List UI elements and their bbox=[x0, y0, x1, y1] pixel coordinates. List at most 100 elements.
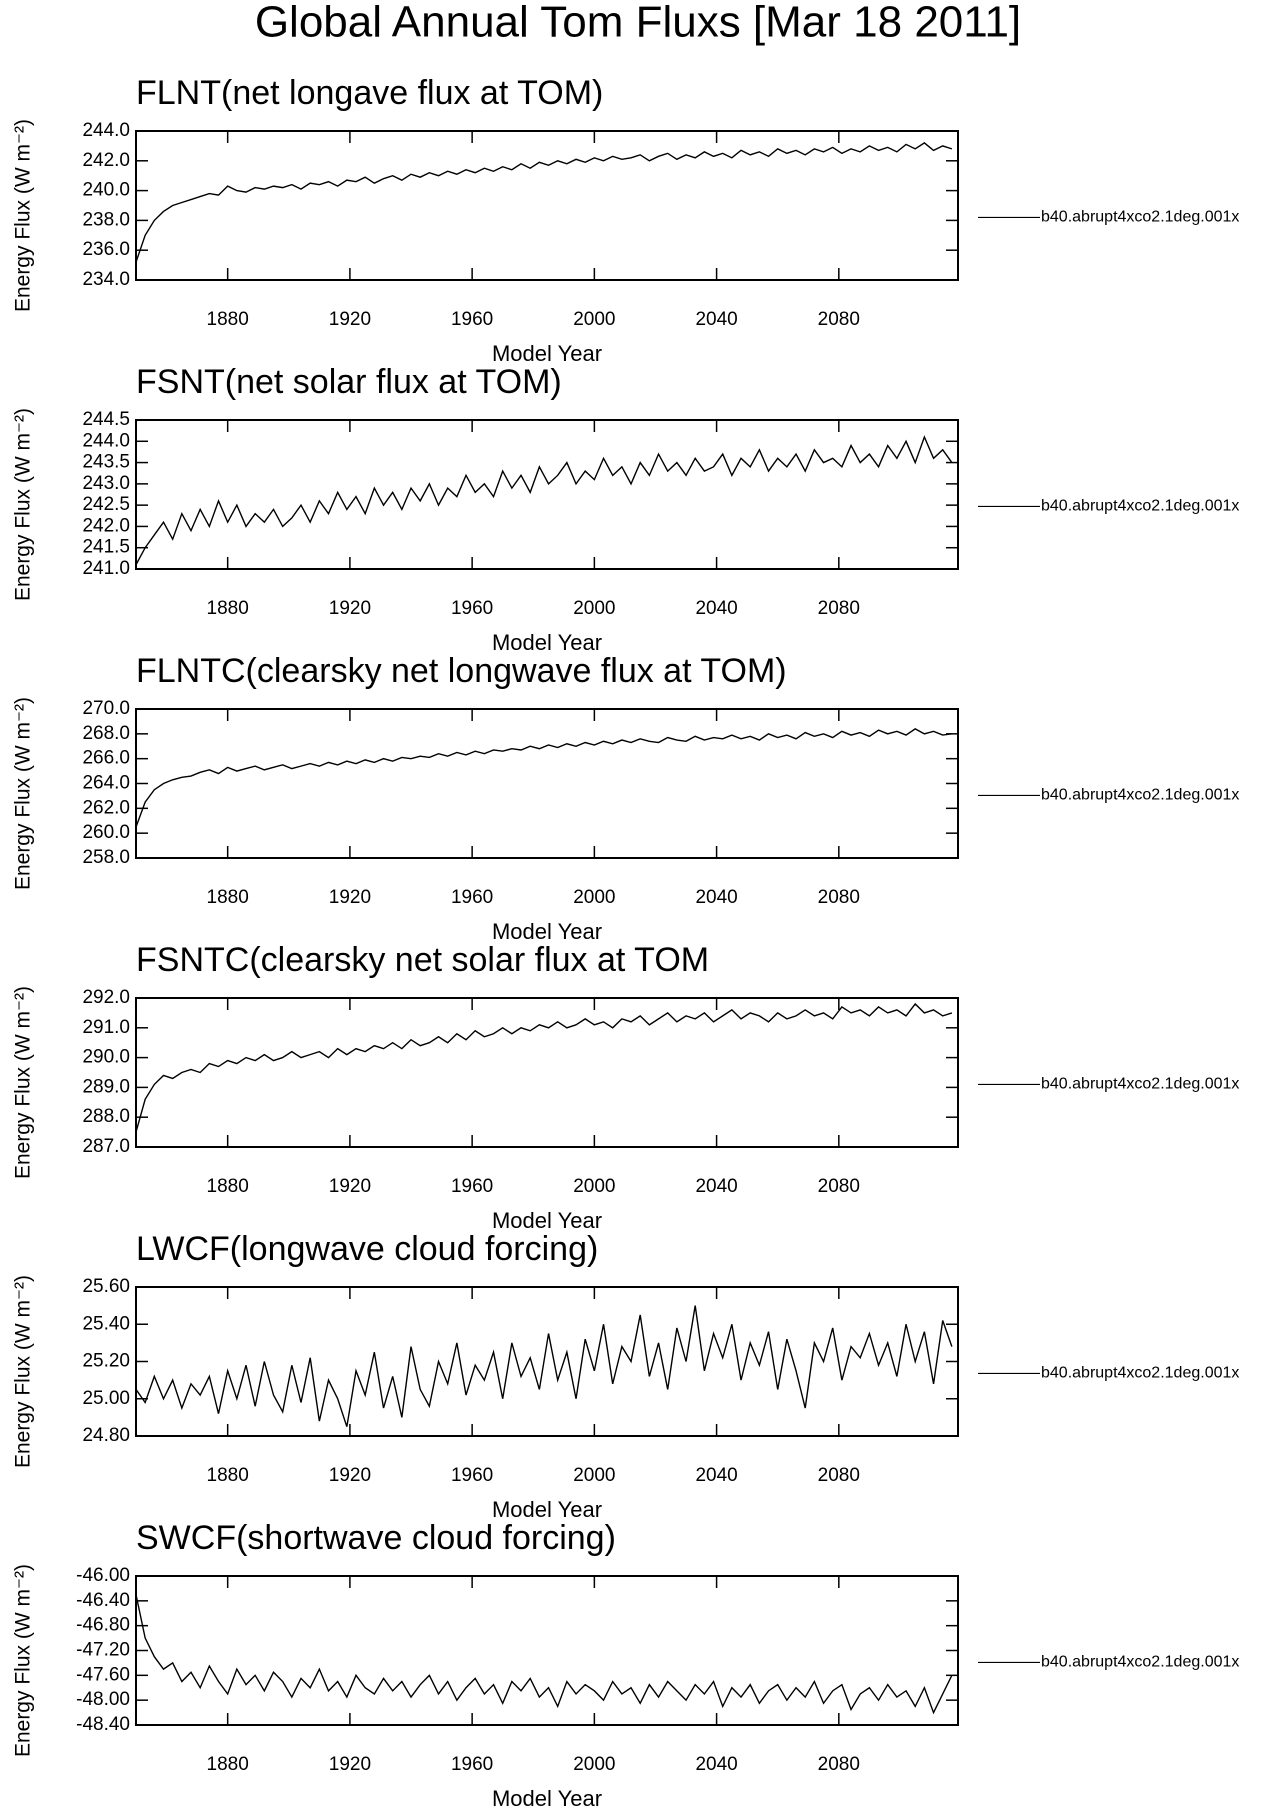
x-tick-label: 2000 bbox=[573, 309, 615, 330]
data-line bbox=[135, 142, 953, 263]
y-tick-label: 242.0 bbox=[82, 150, 130, 171]
y-tick-label: 290.0 bbox=[82, 1047, 130, 1068]
y-tick-label: 266.0 bbox=[82, 748, 130, 769]
x-tick-label: 2000 bbox=[573, 1465, 615, 1486]
data-line bbox=[135, 1594, 953, 1715]
x-tick-label: 2040 bbox=[695, 309, 737, 330]
plot-frame bbox=[135, 130, 959, 281]
y-tick-label: 241.0 bbox=[82, 558, 130, 579]
plot-frame bbox=[135, 419, 959, 570]
x-tick-label: 2080 bbox=[818, 598, 860, 619]
x-tick-label: 2080 bbox=[818, 1754, 860, 1775]
y-tick-label: 292.0 bbox=[82, 987, 130, 1008]
x-tick-label: 1920 bbox=[329, 1176, 371, 1197]
x-tick-label: 2080 bbox=[818, 309, 860, 330]
legend-label: b40.abrupt4xco2.1deg.001x bbox=[1041, 1076, 1239, 1093]
x-tick-label: 1920 bbox=[329, 1465, 371, 1486]
x-tick-label: 2040 bbox=[695, 1754, 737, 1775]
x-tick-label: 1920 bbox=[329, 309, 371, 330]
y-tick-label: 25.20 bbox=[82, 1351, 130, 1372]
x-tick-label: 1960 bbox=[451, 309, 493, 330]
x-tick-label: 1960 bbox=[451, 1465, 493, 1486]
x-axis-label: Model Year bbox=[492, 1208, 602, 1233]
x-tick-label: 2000 bbox=[573, 598, 615, 619]
x-tick-label: 1880 bbox=[207, 1754, 249, 1775]
y-tick-label: 25.60 bbox=[82, 1276, 130, 1297]
x-tick-label: 1960 bbox=[451, 1176, 493, 1197]
y-tick-label: 242.5 bbox=[82, 494, 130, 515]
data-line bbox=[135, 435, 953, 566]
y-tick-label: 241.5 bbox=[82, 537, 130, 558]
y-tick-label: 288.0 bbox=[82, 1106, 130, 1127]
y-tick-label: 244.0 bbox=[82, 120, 130, 141]
y-axis-label: Energy Flux (W m⁻²) bbox=[12, 408, 35, 601]
x-tick-label: 2080 bbox=[818, 1176, 860, 1197]
x-axis-label: Model Year bbox=[492, 1497, 602, 1522]
panel-title: SWCF(shortwave cloud forcing) bbox=[136, 1519, 616, 1557]
x-tick-label: 1880 bbox=[207, 1176, 249, 1197]
x-tick-label: 1960 bbox=[451, 598, 493, 619]
y-tick-label: 240.0 bbox=[82, 180, 130, 201]
y-tick-label: -47.60 bbox=[76, 1664, 130, 1685]
y-tick-label: 242.0 bbox=[82, 515, 130, 536]
y-tick-label: 244.0 bbox=[82, 430, 130, 451]
x-tick-label: 1880 bbox=[207, 1465, 249, 1486]
x-tick-label: 2040 bbox=[695, 598, 737, 619]
plot-frame bbox=[135, 1575, 959, 1726]
x-tick-label: 2000 bbox=[573, 1176, 615, 1197]
y-tick-label: -46.00 bbox=[76, 1565, 130, 1586]
x-axis-label: Model Year bbox=[492, 919, 602, 944]
y-tick-label: 25.00 bbox=[82, 1388, 130, 1409]
x-tick-label: 1880 bbox=[207, 887, 249, 908]
panel-title: FLNT(net longave flux at TOM) bbox=[136, 74, 603, 112]
legend-label: b40.abrupt4xco2.1deg.001x bbox=[1041, 1654, 1239, 1671]
legend-label: b40.abrupt4xco2.1deg.001x bbox=[1041, 498, 1239, 515]
y-tick-label: -46.80 bbox=[76, 1615, 130, 1636]
x-axis-label: Model Year bbox=[492, 1786, 602, 1811]
x-tick-label: 2040 bbox=[695, 887, 737, 908]
panel-title: FLNTC(clearsky net longwave flux at TOM) bbox=[136, 652, 787, 690]
y-tick-label: 236.0 bbox=[82, 239, 130, 260]
panel-title: FSNT(net solar flux at TOM) bbox=[136, 363, 562, 401]
data-line bbox=[135, 1002, 953, 1133]
x-axis-label: Model Year bbox=[492, 630, 602, 655]
x-tick-label: 1920 bbox=[329, 1754, 371, 1775]
data-line bbox=[135, 728, 952, 828]
y-tick-label: 258.0 bbox=[82, 847, 130, 868]
y-tick-label: 287.0 bbox=[82, 1136, 130, 1157]
y-axis-label: Energy Flux (W m⁻²) bbox=[12, 119, 35, 312]
y-tick-label: -48.00 bbox=[76, 1689, 130, 1710]
y-axis-label: Energy Flux (W m⁻²) bbox=[12, 697, 35, 890]
legend-label: b40.abrupt4xco2.1deg.001x bbox=[1041, 1365, 1239, 1382]
y-tick-label: 243.0 bbox=[82, 473, 130, 494]
x-tick-label: 1960 bbox=[451, 1754, 493, 1775]
plot-frame bbox=[135, 1286, 959, 1437]
x-tick-label: 1920 bbox=[329, 887, 371, 908]
y-tick-label: 238.0 bbox=[82, 209, 130, 230]
x-tick-label: 1920 bbox=[329, 598, 371, 619]
y-tick-label: 268.0 bbox=[82, 723, 130, 744]
y-tick-label: 264.0 bbox=[82, 773, 130, 794]
plot-frame bbox=[135, 997, 959, 1148]
panel-title: LWCF(longwave cloud forcing) bbox=[136, 1230, 598, 1268]
plot-frame bbox=[135, 708, 959, 859]
y-tick-label: 25.40 bbox=[82, 1313, 130, 1334]
x-tick-label: 2080 bbox=[818, 887, 860, 908]
legend-label: b40.abrupt4xco2.1deg.001x bbox=[1041, 787, 1239, 804]
x-tick-label: 2040 bbox=[695, 1465, 737, 1486]
x-tick-label: 2000 bbox=[573, 887, 615, 908]
y-tick-label: 234.0 bbox=[82, 269, 130, 290]
y-axis-label: Energy Flux (W m⁻²) bbox=[12, 986, 35, 1179]
y-axis-label: Energy Flux (W m⁻²) bbox=[12, 1275, 35, 1468]
y-tick-label: -47.20 bbox=[76, 1640, 130, 1661]
y-tick-label: -46.40 bbox=[76, 1590, 130, 1611]
x-tick-label: 1880 bbox=[207, 598, 249, 619]
x-tick-label: 1880 bbox=[207, 309, 249, 330]
page-title: Global Annual Tom Fluxs [Mar 18 2011] bbox=[255, 0, 1021, 47]
y-tick-label: 270.0 bbox=[82, 698, 130, 719]
y-tick-label: 24.80 bbox=[82, 1425, 130, 1446]
y-tick-label: 262.0 bbox=[82, 797, 130, 818]
y-tick-label: 260.0 bbox=[82, 822, 130, 843]
y-tick-label: -48.40 bbox=[76, 1714, 130, 1735]
